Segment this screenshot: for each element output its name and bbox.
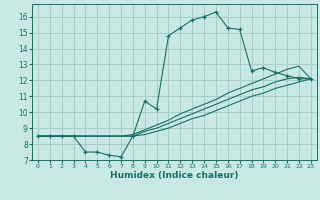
X-axis label: Humidex (Indice chaleur): Humidex (Indice chaleur): [110, 171, 239, 180]
